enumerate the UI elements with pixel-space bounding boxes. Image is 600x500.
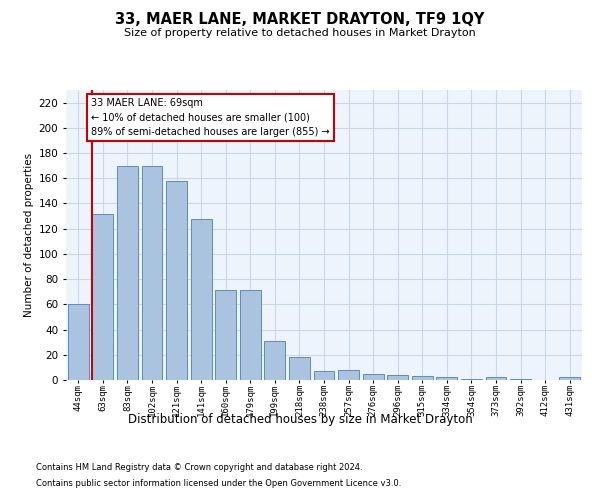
Y-axis label: Number of detached properties: Number of detached properties [25,153,34,317]
Bar [485,378,506,380]
Bar [436,378,457,380]
Text: Size of property relative to detached houses in Market Drayton: Size of property relative to detached ho… [124,28,476,38]
Bar [362,374,383,380]
Bar [117,166,138,380]
Bar [240,290,261,380]
Text: 33 MAER LANE: 69sqm
← 10% of detached houses are smaller (100)
89% of semi-detac: 33 MAER LANE: 69sqm ← 10% of detached ho… [91,98,329,137]
Bar [412,376,433,380]
Bar [387,375,408,380]
Bar [92,214,113,380]
Bar [559,378,580,380]
Text: Distribution of detached houses by size in Market Drayton: Distribution of detached houses by size … [128,412,472,426]
Text: Contains public sector information licensed under the Open Government Licence v3: Contains public sector information licen… [36,478,401,488]
Text: 33, MAER LANE, MARKET DRAYTON, TF9 1QY: 33, MAER LANE, MARKET DRAYTON, TF9 1QY [115,12,485,28]
Bar [289,358,310,380]
Bar [142,166,163,380]
Bar [166,181,187,380]
Bar [215,290,236,380]
Text: Contains HM Land Registry data © Crown copyright and database right 2024.: Contains HM Land Registry data © Crown c… [36,464,362,472]
Bar [461,378,482,380]
Bar [265,341,286,380]
Bar [510,378,531,380]
Bar [191,218,212,380]
Bar [68,304,89,380]
Bar [314,371,334,380]
Bar [338,370,359,380]
